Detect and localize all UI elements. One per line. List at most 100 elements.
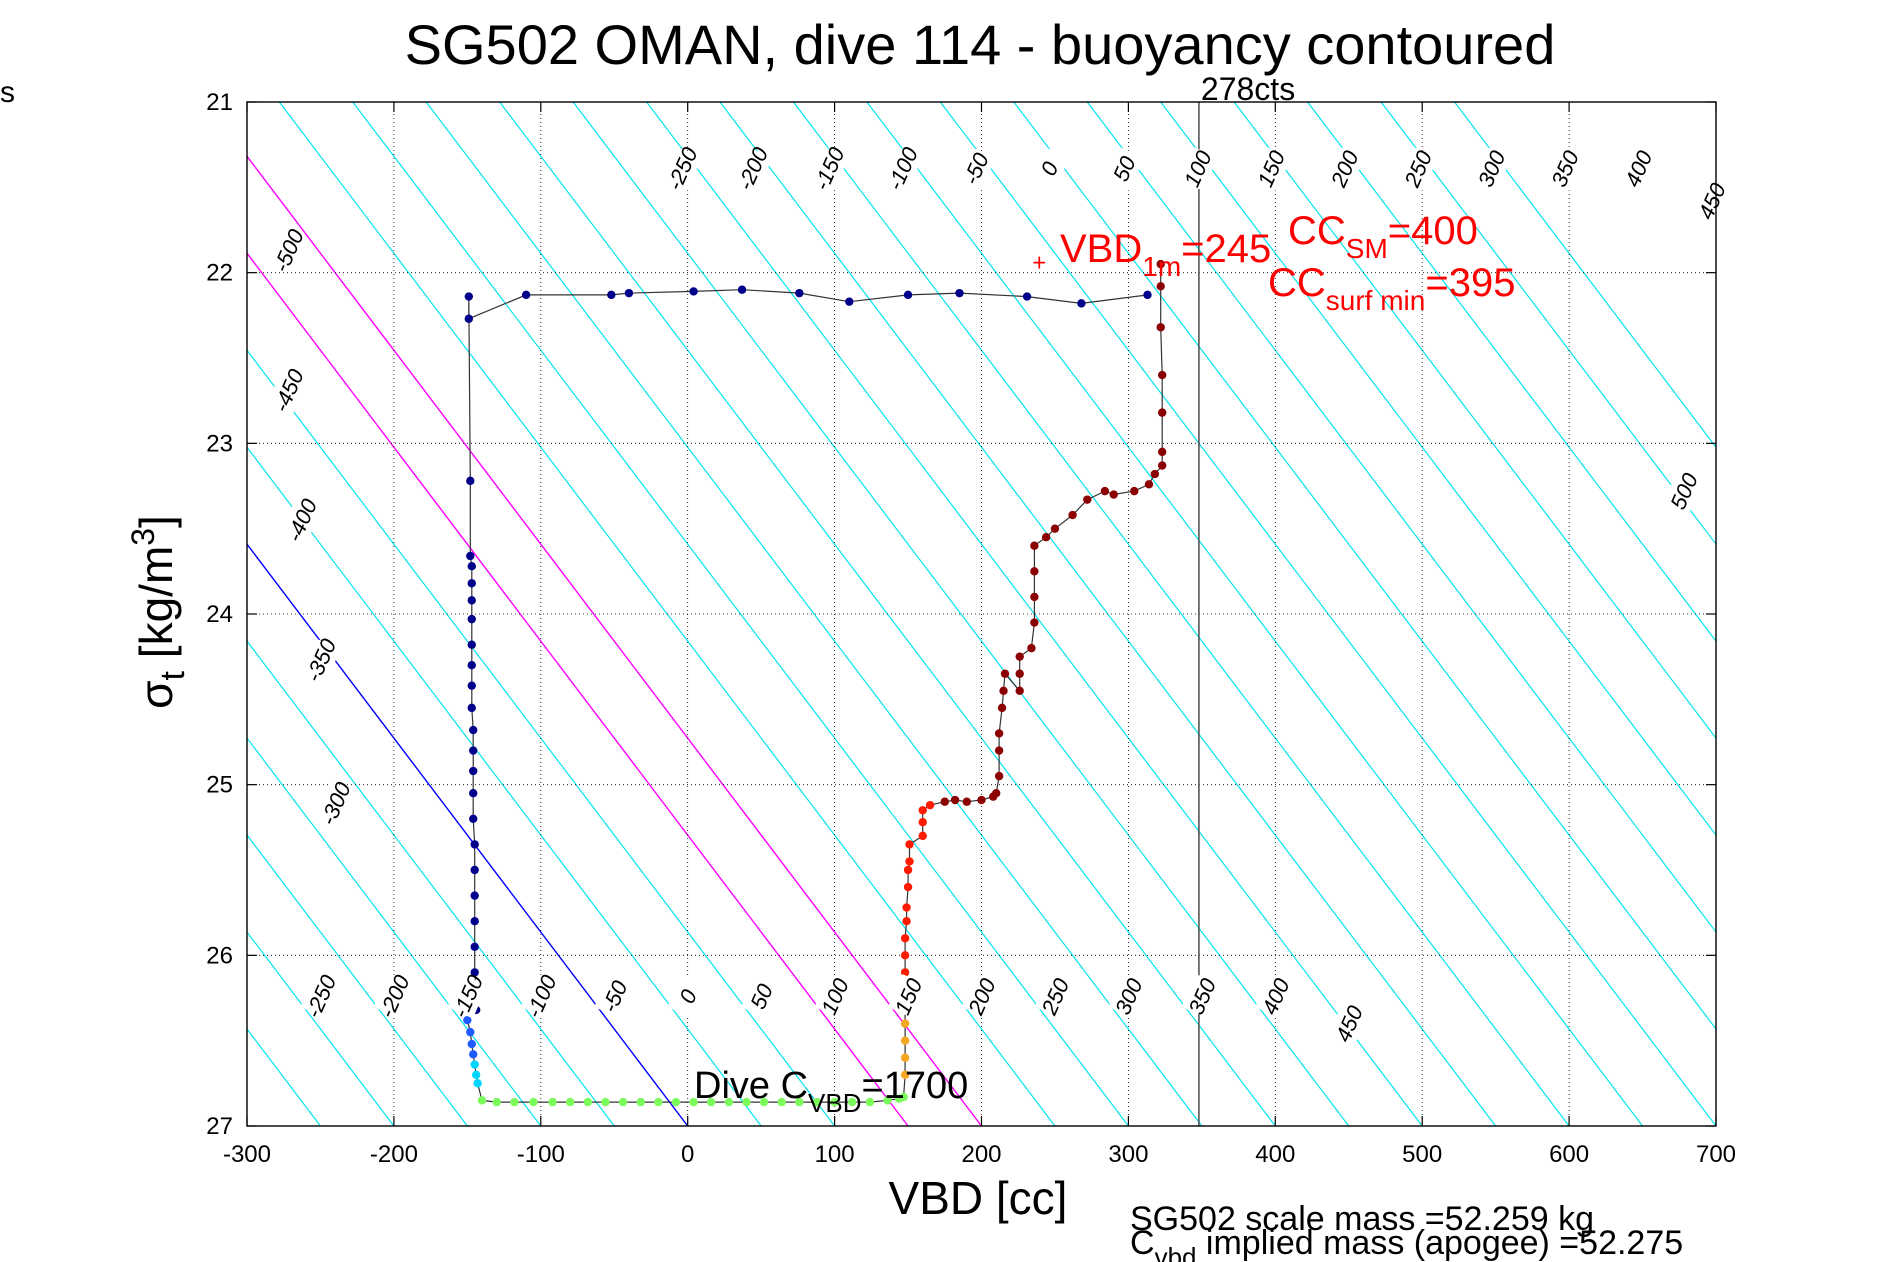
contour-label-bg (1471, 146, 1512, 191)
x-tick-label: -300 (223, 1141, 271, 1168)
data-point (997, 703, 1007, 713)
contour-label: 100 (816, 974, 854, 1018)
contour-label-bg (520, 974, 561, 1019)
contour-label-bg (1328, 1001, 1369, 1046)
profile-line (466, 264, 1163, 1103)
data-point (900, 951, 910, 960)
data-point (918, 806, 927, 815)
cc-sm-annotation: CCSM=400 (1288, 209, 1478, 264)
contour-label: 450 (1330, 1001, 1368, 1045)
contour-label-bg (447, 974, 488, 1019)
vbd-1m-annotation: VBD1m=245 (1060, 227, 1271, 282)
contour-label-bg (300, 974, 341, 1019)
y-axis-label: σt [kg/m3] (125, 515, 192, 709)
y-tick-label: 25 (206, 772, 233, 799)
data-point (902, 903, 911, 912)
side-label: s (0, 76, 15, 109)
contour-line (247, 252, 909, 1126)
data-point (510, 1097, 519, 1107)
data-point (903, 882, 913, 892)
data-point (925, 800, 935, 810)
contour-label-bg (808, 146, 849, 191)
y-tick-label: 22 (206, 260, 233, 287)
contour-line (247, 640, 615, 1126)
data-point (742, 1097, 751, 1107)
data-point (467, 681, 476, 690)
vbd-1m-marker: + (1032, 249, 1046, 276)
contour-label-bg (1324, 146, 1365, 191)
data-point (1156, 323, 1165, 332)
contour-line (247, 155, 983, 1126)
data-point (618, 1097, 628, 1107)
data-point (994, 746, 1004, 755)
data-point (900, 1053, 910, 1062)
data-point (1144, 480, 1154, 489)
contour-label-bg (594, 974, 635, 1019)
contour-label-bg (1544, 146, 1585, 191)
x-tick-label: 400 (1255, 1141, 1295, 1168)
data-point (962, 797, 972, 806)
data-point (467, 562, 476, 571)
data-point (467, 1039, 476, 1049)
data-point (795, 288, 804, 298)
data-point (955, 288, 964, 298)
data-point (994, 729, 1004, 738)
data-point (900, 1070, 910, 1080)
data-point (521, 290, 531, 300)
data-point (1030, 541, 1039, 550)
contour-label-bg (1618, 146, 1659, 191)
data-point (918, 831, 927, 841)
contour-label: 350 (1546, 146, 1584, 190)
data-point (466, 476, 475, 486)
data-point (905, 840, 914, 849)
y-tick-label: 27 (206, 1113, 233, 1140)
x-tick-label: 700 (1696, 1141, 1736, 1168)
contour-label-bg (268, 228, 309, 273)
data-point (470, 865, 479, 875)
data-point (905, 857, 914, 866)
vbd-limit-line: 278cts (1198, 71, 1295, 1126)
data-point (467, 640, 476, 649)
contour-line (866, 102, 1644, 1126)
footer-implied-text: implied mass (apogee) =52.275 (1196, 1224, 1683, 1262)
contour-label-bg (882, 146, 923, 191)
data-point (470, 840, 479, 849)
data-point (845, 297, 854, 306)
contour-label-bg (1250, 146, 1292, 191)
data-point (601, 1097, 610, 1107)
contour-line (0, 102, 27, 1126)
data-point (865, 1097, 875, 1107)
y-tick-label: 23 (206, 430, 233, 457)
footer-implied-prefix: C (1130, 1224, 1155, 1262)
data-point (1109, 490, 1118, 499)
contour-label-bg (1181, 974, 1222, 1019)
contour-label-bg (1103, 146, 1145, 191)
data-point (812, 1097, 822, 1107)
data-point (467, 579, 476, 588)
chart-title: SG502 OMAN, dive 114 - buoyancy contoure… (405, 13, 1556, 76)
data-point (1077, 299, 1086, 308)
x-tick-label: 200 (961, 1141, 1001, 1168)
contour-label-bg (667, 974, 708, 1019)
data-point (607, 290, 616, 300)
footer-scale-mass: SG502 scale mass =52.259 kg (1130, 1200, 1594, 1238)
data-point (950, 795, 960, 805)
contour-label: 500 (1665, 469, 1703, 513)
data-point (1157, 408, 1167, 417)
y-axis-label-main: σ (130, 680, 182, 708)
data-point (464, 292, 474, 301)
contour-label-bg (1108, 974, 1149, 1019)
data-point (1000, 669, 1010, 678)
y-axis-label-sup: 3 (125, 528, 161, 546)
data-point (1022, 292, 1032, 301)
data-point (918, 818, 927, 827)
data-point (1030, 592, 1039, 602)
data-point (470, 968, 479, 977)
data-point (463, 1015, 472, 1025)
data-point (1156, 282, 1165, 291)
data-point (470, 917, 479, 926)
data-point (707, 1097, 716, 1107)
grid-lines (247, 102, 1716, 1126)
